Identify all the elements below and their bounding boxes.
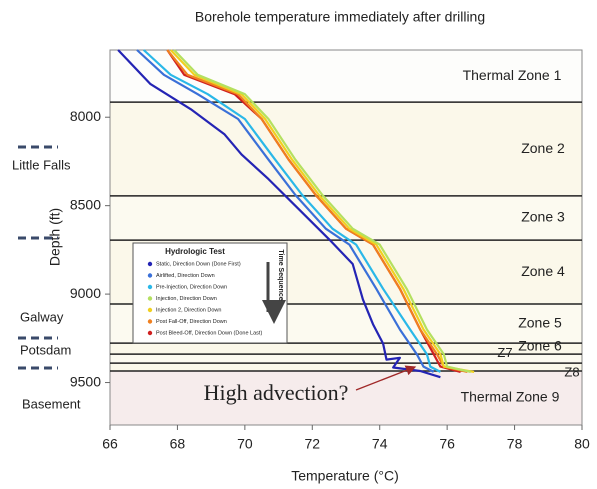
formations: Little Falls Galway Potsdam Basement bbox=[12, 145, 81, 411]
zone-band bbox=[110, 363, 582, 372]
x-tick-label: 68 bbox=[170, 436, 186, 452]
x-tick-label: 72 bbox=[304, 436, 320, 452]
legend-swatch bbox=[147, 296, 153, 301]
formation-label: Little Falls bbox=[12, 157, 71, 172]
x-tick-label: 76 bbox=[439, 436, 455, 452]
y-tick-label: 8500 bbox=[70, 196, 101, 212]
zone-label: Zone 3 bbox=[521, 209, 565, 225]
plot-frame bbox=[109, 49, 583, 426]
legend-label: Injection 2, Direction Down bbox=[156, 307, 221, 313]
annotation-arrow bbox=[355, 365, 417, 391]
zone-label: Zone 2 bbox=[521, 140, 565, 156]
zone-band bbox=[110, 102, 582, 196]
zone-band bbox=[110, 371, 582, 425]
legend-label: Static, Direction Down (Done First) bbox=[156, 261, 241, 267]
x-tick-label: 74 bbox=[372, 436, 388, 452]
legend-swatch bbox=[147, 307, 153, 313]
formation-label: Basement bbox=[22, 396, 81, 411]
legend-title: Hydrologic Test bbox=[165, 247, 225, 256]
x-axis-label: Temperature (°C) bbox=[291, 468, 399, 484]
zone-label: Thermal Zone 9 bbox=[461, 389, 560, 405]
legend-swatch bbox=[147, 330, 153, 336]
zone-band bbox=[110, 343, 582, 355]
series-line bbox=[142, 49, 441, 373]
series-line bbox=[173, 49, 471, 373]
zone-label: Zone 4 bbox=[521, 263, 565, 279]
legend-label: Pre-Injection, Direction Down bbox=[156, 284, 227, 290]
series-line bbox=[136, 49, 435, 373]
zone-band bbox=[110, 195, 582, 241]
zone-label: Z7 bbox=[497, 345, 512, 360]
zone-band bbox=[110, 354, 582, 364]
y-tick-label: 9000 bbox=[70, 285, 101, 301]
legend-swatch bbox=[147, 273, 153, 278]
zone-label: Zone 6 bbox=[518, 337, 562, 353]
legend-swatch bbox=[147, 284, 153, 290]
x-tick-label: 70 bbox=[237, 436, 253, 452]
y-tick-label: 9500 bbox=[70, 373, 101, 389]
sequence-label: Time Sequence bbox=[277, 249, 284, 300]
zone-label: Thermal Zone 1 bbox=[463, 67, 562, 83]
legend-box bbox=[132, 242, 288, 344]
zone-label: Zone 5 bbox=[518, 314, 562, 330]
series-line bbox=[166, 49, 468, 373]
legend-label: Post Fall-Off, Direction Down bbox=[156, 319, 227, 325]
legend-swatch bbox=[147, 261, 153, 267]
annotation: High advection? bbox=[204, 380, 349, 405]
formation-label: Galway bbox=[20, 309, 64, 324]
x-tick-label: 66 bbox=[102, 436, 118, 452]
legend-label: Injection, Direction Down bbox=[156, 296, 217, 302]
y-tick-label: 8000 bbox=[70, 108, 101, 124]
series-line bbox=[169, 49, 475, 373]
x-tick-label: 80 bbox=[574, 436, 590, 452]
formation-label: Potsdam bbox=[20, 342, 71, 357]
y-axis-label: Depth (ft) bbox=[47, 208, 63, 266]
legend-label: Airlifted, Direction Down bbox=[156, 273, 215, 279]
legend-swatch bbox=[147, 319, 153, 324]
chart-title: Borehole temperature immediately after d… bbox=[195, 9, 485, 25]
x-tick-label: 78 bbox=[507, 436, 523, 452]
legend: Hydrologic Test Static, Direction Down (D… bbox=[132, 242, 288, 344]
zone-label: Z8 bbox=[564, 365, 579, 380]
legend-label: Post Bleed-Off, Direction Down (Done Las… bbox=[156, 330, 262, 336]
series-line bbox=[117, 49, 441, 379]
